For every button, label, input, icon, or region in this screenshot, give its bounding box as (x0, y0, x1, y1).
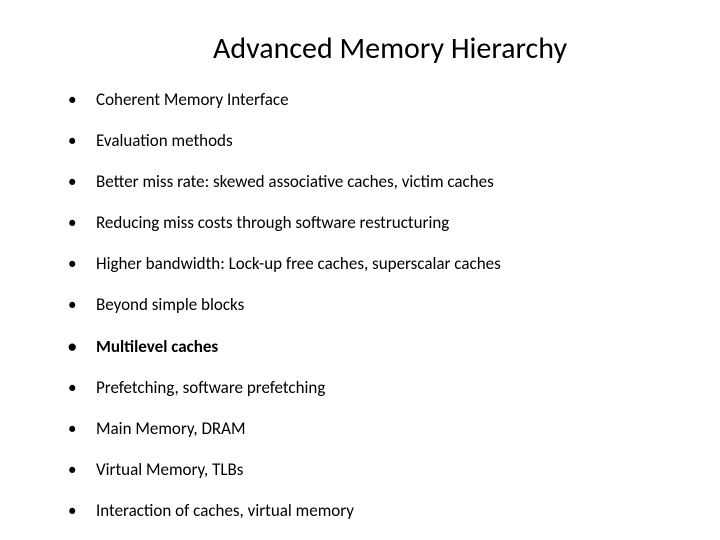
list-item: Higher bandwidth: Lock-up free caches, s… (68, 253, 670, 275)
list-item: Main Memory, DRAM (68, 418, 670, 440)
list-item: Virtual Memory, TLBs (68, 459, 670, 481)
slide-title: Advanced Memory Hierarchy (110, 30, 670, 67)
list-item: Coherent Memory Interface (68, 89, 670, 111)
list-item: Multilevel caches (68, 336, 670, 358)
list-item: Evaluation methods (68, 130, 670, 152)
list-item: Prefetching, software prefetching (68, 377, 670, 399)
list-item: Beyond simple blocks (68, 294, 670, 316)
bullet-list: Coherent Memory Interface Evaluation met… (50, 89, 670, 522)
list-item: Reducing miss costs through software res… (68, 212, 670, 234)
list-item: Interaction of caches, virtual memory (68, 500, 670, 522)
list-item: Better miss rate: skewed associative cac… (68, 171, 670, 193)
